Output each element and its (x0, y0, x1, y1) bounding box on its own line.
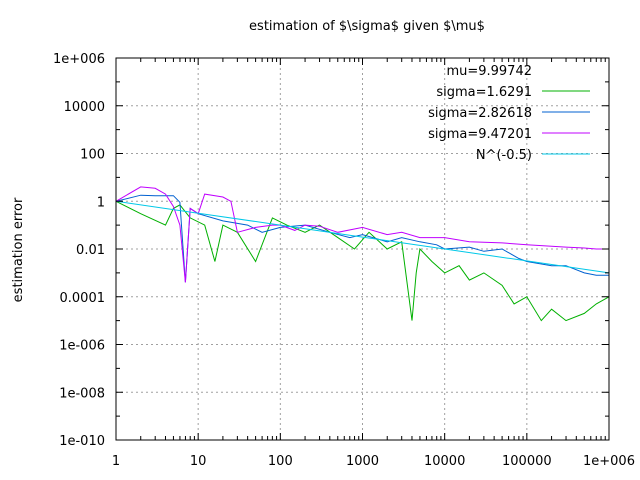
x-tick-label: 10000 (424, 454, 465, 469)
tick-labels: 1 10 100 1000 10000 100000 1e+006 1e-010 1e-008 1… (53, 52, 635, 469)
y-tick-label: 1e-006 (59, 339, 105, 354)
y-tick-label: 1e-010 (59, 434, 105, 449)
y-tick-label: 1e-008 (59, 386, 105, 401)
series-lines (115, 186, 610, 322)
series-line-3 (115, 200, 610, 274)
x-tick-label: 100000 (502, 454, 552, 469)
y-tick-label: 100 (80, 148, 105, 163)
y-tick-label: 10000 (64, 100, 105, 115)
x-tick-label: 1000 (346, 454, 379, 469)
x-tick-label: 100 (268, 454, 293, 469)
series-line-0 (115, 200, 610, 322)
y-tick-label: 1e+006 (53, 52, 105, 67)
legend-header: mu=9.99742 (446, 64, 532, 79)
legend-label: sigma=9.47201 (428, 127, 532, 142)
legend: mu=9.99742 sigma=1.6291 sigma=2.82618 sigm… (428, 64, 590, 163)
chart-title: estimation of $\sigma$ given $\mu$ (249, 19, 485, 34)
x-tick-label: 1 (112, 454, 120, 469)
legend-label: sigma=2.82618 (428, 106, 532, 121)
y-tick-label: 1 (97, 195, 105, 210)
grid-lines (116, 58, 609, 440)
legend-label: sigma=1.6291 (436, 85, 532, 100)
legend-label: N^(-0.5) (476, 148, 532, 163)
y-axis-label: estimation error (11, 197, 26, 302)
axis-ticks (115, 57, 610, 441)
y-tick-label: 0.01 (76, 243, 105, 258)
y-tick-label: 0.0001 (60, 291, 106, 306)
series-line-2 (115, 186, 609, 283)
x-tick-label: 1e+006 (583, 454, 635, 469)
x-tick-label: 10 (190, 454, 207, 469)
